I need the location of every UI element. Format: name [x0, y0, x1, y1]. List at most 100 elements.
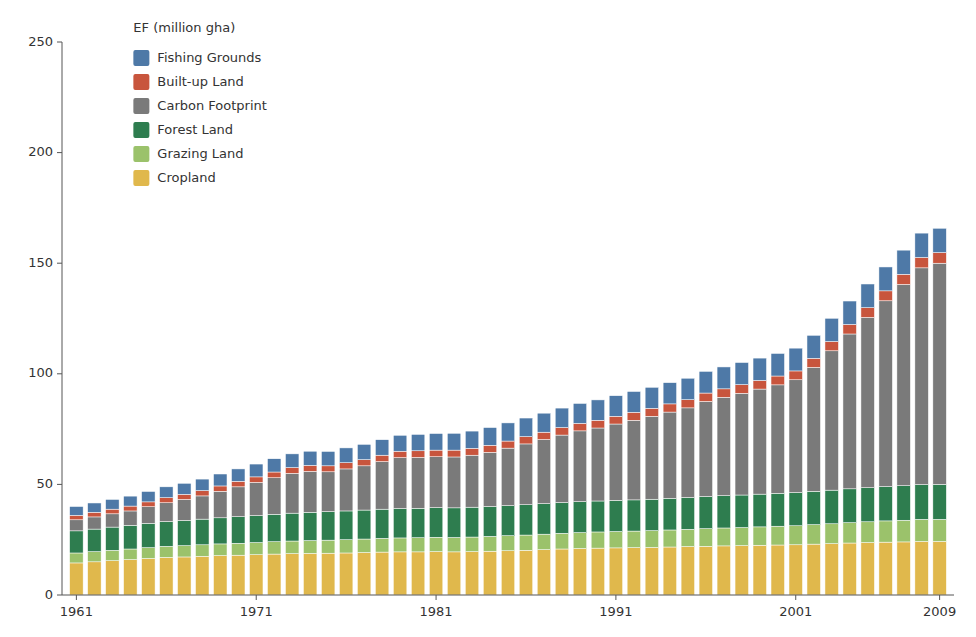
bar-segment — [879, 301, 892, 487]
bar-segment — [285, 541, 298, 554]
bar-segment — [663, 404, 676, 412]
x-tick-label: 1991 — [599, 604, 632, 619]
y-tick — [57, 595, 62, 596]
bar-segment — [465, 552, 478, 595]
bar-segment — [861, 522, 874, 543]
y-axis-label: EF (million gha) — [133, 20, 235, 35]
bar-segment — [879, 487, 892, 521]
bar-segment — [771, 353, 784, 376]
bar-segment — [519, 437, 532, 444]
bar-segment — [465, 507, 478, 537]
bar-segment — [339, 448, 352, 463]
bar-segment — [843, 489, 856, 523]
bar-segment — [789, 526, 802, 545]
bar-segment — [555, 408, 568, 427]
bar-segment — [393, 509, 406, 538]
x-tick — [76, 595, 77, 600]
bar-segment — [70, 515, 83, 519]
bar-segment — [645, 547, 658, 595]
x-tick — [939, 595, 940, 600]
y-tick — [57, 263, 62, 264]
bar-segment — [753, 380, 766, 389]
bar-segment — [627, 391, 640, 412]
bar-segment — [735, 528, 748, 546]
bar-segment — [879, 291, 892, 301]
bar-segment — [681, 529, 694, 546]
bar-segment — [591, 532, 604, 548]
bar-segment — [609, 500, 622, 531]
bar-segment — [735, 546, 748, 595]
bar-segment — [231, 481, 244, 487]
bar-segment — [609, 548, 622, 595]
bar-segment — [861, 317, 874, 487]
legend-label: Built-up Land — [157, 74, 244, 89]
bar-segment — [267, 472, 280, 478]
bar-segment — [915, 519, 928, 541]
legend-label: Fishing Grounds — [157, 50, 261, 65]
bar-segment — [465, 455, 478, 507]
bar-segment — [339, 463, 352, 469]
bar-segment — [753, 358, 766, 380]
bar-segment — [663, 547, 676, 595]
bar-segment — [843, 324, 856, 334]
bar-segment — [321, 512, 334, 541]
bar-segment — [249, 477, 262, 483]
bar-segment — [573, 431, 586, 502]
bar-segment — [627, 548, 640, 595]
y-tick-label: 200 — [28, 144, 53, 159]
bar-segment — [142, 523, 155, 547]
bar-segment — [753, 545, 766, 595]
y-tick-label: 100 — [28, 365, 53, 380]
bar-segment — [447, 433, 460, 450]
bar-segment — [501, 441, 514, 448]
bar-segment — [915, 485, 928, 520]
bar-segment — [142, 559, 155, 595]
x-tick — [256, 595, 257, 600]
bar-segment — [88, 517, 101, 529]
bar-segment — [447, 537, 460, 551]
bar-segment — [357, 460, 370, 466]
bar-segment — [519, 418, 532, 437]
y-tick — [57, 152, 62, 153]
chart: 050100150200250196119711981199120012009E… — [0, 0, 976, 637]
bar-segment — [609, 416, 622, 424]
bar-segment — [609, 532, 622, 548]
bar-segment — [789, 545, 802, 595]
y-tick-label: 50 — [36, 476, 53, 491]
bar-segment — [519, 535, 532, 550]
bar-segment — [267, 478, 280, 514]
bar-segment — [501, 423, 514, 441]
bar-segment — [178, 557, 191, 595]
x-tick-label: 1961 — [60, 604, 93, 619]
bar-segment — [843, 543, 856, 595]
bar-segment — [249, 555, 262, 595]
bar-segment — [717, 389, 730, 397]
bar-segment — [303, 451, 316, 465]
bar-segment — [879, 521, 892, 542]
legend-label: Forest Land — [157, 122, 233, 137]
bar-segment — [645, 499, 658, 530]
bar-segment — [771, 376, 784, 385]
bar-segment — [357, 466, 370, 510]
bar-segment — [897, 274, 910, 284]
bar-segment — [537, 504, 550, 535]
bar-segment — [321, 472, 334, 512]
bar-segment — [303, 553, 316, 595]
bar-segment — [178, 499, 191, 520]
series — [70, 263, 947, 531]
legend-swatch — [133, 74, 149, 90]
bar-segment — [933, 484, 946, 519]
legend-swatch — [133, 146, 149, 162]
bar-segment — [573, 549, 586, 595]
y-tick — [57, 484, 62, 485]
bar-segment — [249, 482, 262, 515]
bar-segment — [645, 531, 658, 548]
bar-segment — [321, 451, 334, 465]
bar-segment — [699, 371, 712, 393]
bar-segment — [483, 452, 496, 506]
bar-segment — [915, 268, 928, 485]
bar-segment — [142, 507, 155, 524]
bar-segment — [411, 451, 424, 458]
bar-segment — [447, 450, 460, 457]
bar-segment — [178, 483, 191, 494]
